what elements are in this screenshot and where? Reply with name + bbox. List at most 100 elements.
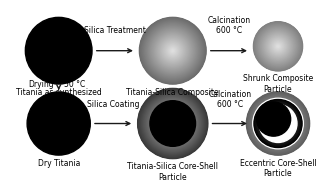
- Circle shape: [252, 98, 304, 150]
- Circle shape: [259, 28, 297, 65]
- Circle shape: [255, 23, 301, 69]
- Circle shape: [140, 18, 206, 84]
- Circle shape: [263, 31, 293, 62]
- Circle shape: [275, 120, 282, 127]
- Circle shape: [267, 35, 289, 57]
- Circle shape: [142, 93, 203, 154]
- Circle shape: [139, 90, 207, 157]
- Circle shape: [165, 43, 181, 59]
- Circle shape: [262, 108, 294, 139]
- Circle shape: [172, 50, 173, 51]
- Circle shape: [149, 99, 197, 148]
- Circle shape: [160, 111, 185, 136]
- Circle shape: [265, 110, 291, 137]
- Circle shape: [271, 117, 285, 130]
- Circle shape: [268, 36, 289, 57]
- Circle shape: [151, 29, 195, 72]
- Circle shape: [278, 46, 279, 47]
- Circle shape: [263, 108, 293, 139]
- Circle shape: [256, 102, 300, 145]
- Circle shape: [246, 92, 310, 155]
- Circle shape: [268, 113, 289, 134]
- Circle shape: [273, 119, 283, 128]
- Circle shape: [142, 20, 204, 82]
- Circle shape: [152, 30, 193, 71]
- Circle shape: [273, 118, 283, 129]
- Text: Titania-Silica Core-Shell
Particle: Titania-Silica Core-Shell Particle: [127, 162, 218, 181]
- Circle shape: [265, 34, 290, 59]
- Circle shape: [155, 106, 191, 141]
- Circle shape: [145, 95, 201, 152]
- Circle shape: [257, 25, 299, 68]
- Circle shape: [263, 31, 293, 61]
- Circle shape: [255, 100, 301, 147]
- Circle shape: [275, 43, 281, 49]
- Circle shape: [148, 98, 198, 149]
- Circle shape: [161, 39, 184, 62]
- Circle shape: [272, 117, 284, 130]
- Circle shape: [265, 110, 291, 137]
- Circle shape: [265, 33, 291, 60]
- Circle shape: [138, 88, 208, 159]
- Circle shape: [146, 97, 200, 150]
- Circle shape: [162, 113, 183, 134]
- Circle shape: [255, 101, 300, 146]
- Circle shape: [156, 34, 190, 68]
- Circle shape: [153, 31, 192, 70]
- Circle shape: [156, 106, 190, 141]
- Circle shape: [158, 109, 188, 139]
- Circle shape: [274, 42, 282, 51]
- Circle shape: [150, 101, 196, 146]
- Circle shape: [248, 94, 308, 153]
- Circle shape: [248, 94, 308, 154]
- Circle shape: [149, 100, 196, 147]
- Circle shape: [274, 120, 282, 127]
- Circle shape: [152, 30, 194, 72]
- Circle shape: [255, 24, 301, 69]
- Circle shape: [271, 39, 285, 53]
- Circle shape: [250, 96, 306, 151]
- Circle shape: [164, 115, 181, 132]
- Circle shape: [253, 98, 303, 149]
- Circle shape: [272, 40, 284, 52]
- Circle shape: [164, 114, 182, 133]
- Circle shape: [258, 104, 298, 143]
- Circle shape: [27, 92, 90, 155]
- Circle shape: [257, 102, 299, 145]
- Circle shape: [149, 27, 196, 74]
- Circle shape: [275, 121, 281, 126]
- Circle shape: [153, 104, 193, 143]
- Circle shape: [265, 111, 290, 136]
- Circle shape: [263, 31, 293, 61]
- Circle shape: [154, 105, 191, 142]
- Circle shape: [162, 40, 184, 62]
- Circle shape: [266, 35, 290, 58]
- Circle shape: [275, 120, 281, 127]
- Circle shape: [167, 117, 179, 130]
- Circle shape: [172, 50, 174, 52]
- Circle shape: [257, 102, 299, 145]
- Circle shape: [161, 112, 185, 135]
- Circle shape: [256, 25, 300, 68]
- Circle shape: [273, 41, 283, 51]
- Circle shape: [254, 99, 302, 148]
- Text: Titania-Silica Composite: Titania-Silica Composite: [126, 88, 219, 96]
- Circle shape: [255, 23, 301, 70]
- Circle shape: [254, 22, 302, 70]
- Circle shape: [150, 28, 196, 74]
- Circle shape: [169, 47, 177, 55]
- Circle shape: [270, 115, 286, 132]
- Circle shape: [267, 112, 289, 134]
- Circle shape: [255, 100, 301, 147]
- Circle shape: [261, 106, 295, 141]
- Circle shape: [152, 103, 193, 144]
- Circle shape: [264, 110, 292, 137]
- Circle shape: [260, 28, 296, 65]
- Circle shape: [253, 98, 303, 149]
- Circle shape: [274, 42, 283, 51]
- Circle shape: [141, 92, 205, 156]
- Circle shape: [158, 36, 188, 66]
- Circle shape: [269, 114, 288, 133]
- Circle shape: [147, 98, 198, 149]
- Circle shape: [264, 109, 292, 138]
